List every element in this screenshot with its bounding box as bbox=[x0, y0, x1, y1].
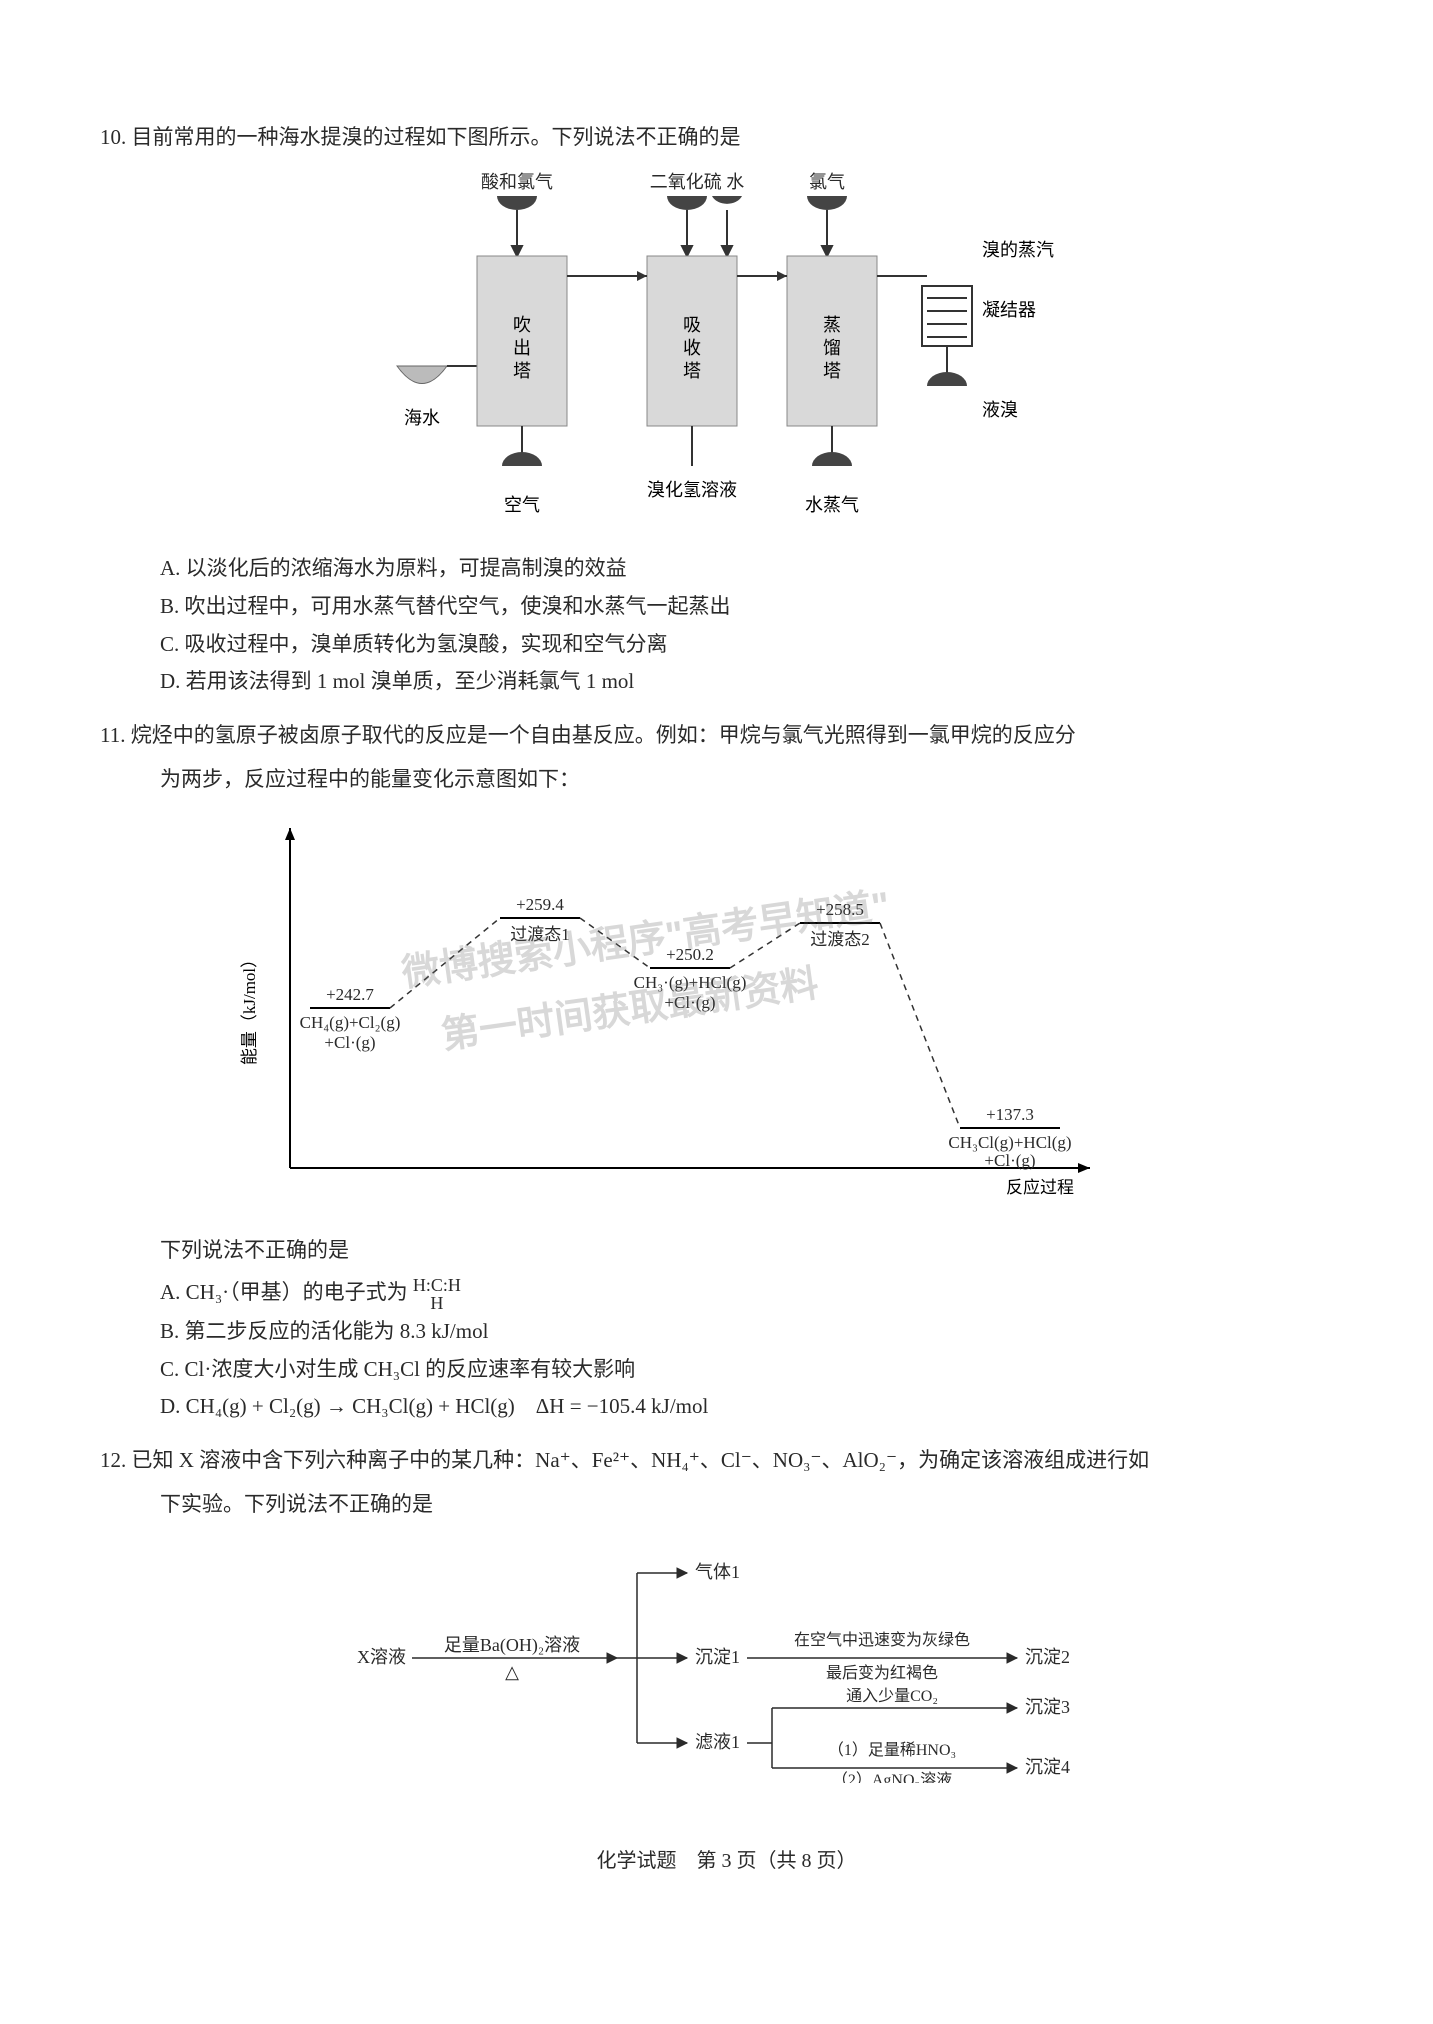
f-start: X溶液 bbox=[357, 1647, 406, 1667]
q10-optB: B. 吹出过程中，可用水蒸气替代空气，使溴和水蒸气一起蒸出 bbox=[160, 589, 1353, 625]
d10-bot3: 水蒸气 bbox=[805, 495, 859, 515]
q10-num: 10. bbox=[100, 125, 126, 149]
d10-cond: 凝结器 bbox=[982, 300, 1036, 320]
q11-optA-fbot: H bbox=[413, 1294, 461, 1312]
q12-text-b: 下实验。下列说法不正确的是 bbox=[160, 1487, 1353, 1523]
d10-tower1a: 吹 bbox=[513, 315, 531, 335]
q11-optA-pre: A. CH₃·（甲基）的电子式为 bbox=[160, 1280, 413, 1304]
f-step4b: （2）AgNO₃溶液 bbox=[831, 1771, 951, 1783]
q10-stem: 10. 目前常用的一种海水提溴的过程如下图所示。下列说法不正确的是 bbox=[100, 120, 1353, 156]
q11-p3-sp: 过渡态2 bbox=[810, 930, 870, 949]
f-step1b: △ bbox=[505, 1662, 519, 1682]
f-step3: 通入少量CO₂ bbox=[846, 1687, 938, 1705]
q11-ylabel: 能量（kJ/mol） bbox=[240, 950, 259, 1064]
svg-text:塔: 塔 bbox=[823, 361, 841, 381]
q11-chart: 能量（kJ/mol） 反应过程 +242.7 CH₄(g)+Cl₂(g) +Cl… bbox=[220, 808, 1120, 1220]
q10-diagram: 酸和氯气 二氧化硫 水 氯气 海水 吹 出 塔 吸 收 塔 蒸 馏 塔 溴的蒸汽… bbox=[367, 166, 1087, 538]
q12-num: 12. bbox=[100, 1448, 126, 1472]
svg-text:吸: 吸 bbox=[683, 315, 701, 335]
q11-lead: 下列说法不正确的是 bbox=[160, 1233, 1353, 1269]
page-footer: 化学试题 第 3 页（共 8 页） bbox=[100, 1844, 1353, 1878]
q11-p2-sp: CH₃·(g)+HCl(g) bbox=[634, 973, 747, 992]
svg-text:收: 收 bbox=[683, 338, 701, 358]
q11-p0-val: +242.7 bbox=[326, 985, 374, 1004]
svg-text:塔: 塔 bbox=[683, 361, 701, 381]
d10-top3: 氯气 bbox=[809, 172, 845, 192]
d10-vapor: 溴的蒸汽 bbox=[982, 240, 1054, 260]
f-note1t: 在空气中迅速变为灰绿色 bbox=[793, 1631, 969, 1649]
q11-p1-sp: 过渡态1 bbox=[510, 925, 570, 944]
q11-p4-sp: CH₃Cl(g)+HCl(g) bbox=[948, 1133, 1071, 1152]
f-ppt1: 沉淀1 bbox=[695, 1647, 740, 1667]
q11-p4-val: +137.3 bbox=[986, 1105, 1034, 1124]
q10-options: A. 以淡化后的浓缩海水为原料，可提高制溴的效益 B. 吹出过程中，可用水蒸气替… bbox=[160, 551, 1353, 700]
q11-p2-val: +250.2 bbox=[666, 945, 714, 964]
q11-optB: B. 第二步反应的活化能为 8.3 kJ/mol bbox=[160, 1314, 1353, 1350]
q11-p1-val: +259.4 bbox=[516, 895, 564, 914]
q11-optA: A. CH₃·（甲基）的电子式为 H:C:H H bbox=[160, 1275, 1353, 1312]
svg-text:出: 出 bbox=[513, 338, 531, 358]
d10-bot2: 溴化氢溶液 bbox=[647, 480, 737, 500]
q11-xlabel: 反应过程 bbox=[1006, 1178, 1074, 1197]
d10-top2: 二氧化硫 水 bbox=[649, 172, 744, 192]
q11-num: 11. bbox=[100, 723, 125, 747]
svg-text:塔: 塔 bbox=[513, 361, 531, 381]
f-gas1: 气体1 bbox=[695, 1562, 740, 1582]
q11-options: A. CH₃·（甲基）的电子式为 H:C:H H B. 第二步反应的活化能为 8… bbox=[160, 1275, 1353, 1425]
d10-seawater: 海水 bbox=[404, 408, 440, 428]
d10-liq: 液溴 bbox=[982, 400, 1018, 420]
q11-optC: C. Cl·浓度大小对生成 CH₃Cl 的反应速率有较大影响 bbox=[160, 1352, 1353, 1388]
q11-p3-val: +258.5 bbox=[816, 900, 864, 919]
q11-optA-ftop: H:C:H bbox=[413, 1276, 461, 1294]
q10-optD: D. 若用该法得到 1 mol 溴单质，至少消耗氯气 1 mol bbox=[160, 664, 1353, 700]
f-step4a: （1）足量稀HNO₃ bbox=[827, 1741, 955, 1759]
d10-top1: 酸和氯气 bbox=[481, 172, 553, 192]
q11-optD: D. CH₄(g) + Cl₂(g) → CH₃Cl(g) + HCl(g) Δ… bbox=[160, 1389, 1353, 1425]
q11-p0-sp2: +Cl·(g) bbox=[324, 1033, 375, 1052]
f-ppt4: 沉淀4 bbox=[1025, 1757, 1070, 1777]
svg-text:馏: 馏 bbox=[823, 338, 841, 358]
svg-text:蒸: 蒸 bbox=[823, 315, 841, 335]
q10-optA: A. 以淡化后的浓缩海水为原料，可提高制溴的效益 bbox=[160, 551, 1353, 587]
q11-p2-sp2: +Cl·(g) bbox=[664, 993, 715, 1012]
q11-stem: 11. 烷烃中的氢原子被卤原子取代的反应是一个自由基反应。例如：甲烷与氯气光照得… bbox=[100, 718, 1353, 754]
f-ppt3: 沉淀3 bbox=[1025, 1697, 1070, 1717]
q12-stem: 12. 已知 X 溶液中含下列六种离子中的某几种：Na⁺、Fe²⁺、NH₄⁺、C… bbox=[100, 1443, 1353, 1479]
q12-flow: X溶液 足量Ba(OH)₂溶液 △ 气体1 沉淀1 在空气中迅速变为灰绿色 最后… bbox=[317, 1533, 1137, 1795]
q12-text-a: 已知 X 溶液中含下列六种离子中的某几种：Na⁺、Fe²⁺、NH₄⁺、Cl⁻、N… bbox=[132, 1448, 1150, 1472]
q11-p0-sp: CH₄(g)+Cl₂(g) bbox=[300, 1013, 401, 1032]
f-filt1: 滤液1 bbox=[695, 1732, 740, 1752]
f-step1t: 足量Ba(OH)₂溶液 bbox=[443, 1635, 579, 1656]
q11-text-a: 烷烃中的氢原子被卤原子取代的反应是一个自由基反应。例如：甲烷与氯气光照得到一氯甲… bbox=[131, 723, 1076, 747]
q11-p4-sp2: +Cl·(g) bbox=[984, 1151, 1035, 1170]
q10-optC: C. 吸收过程中，溴单质转化为氢溴酸，实现和空气分离 bbox=[160, 627, 1353, 663]
q11-text-b: 为两步，反应过程中的能量变化示意图如下： bbox=[160, 762, 1353, 798]
d10-bot1: 空气 bbox=[504, 495, 540, 515]
f-ppt2: 沉淀2 bbox=[1025, 1647, 1070, 1667]
q10-text: 目前常用的一种海水提溴的过程如下图所示。下列说法不正确的是 bbox=[132, 125, 741, 149]
f-note1b: 最后变为红褐色 bbox=[825, 1664, 937, 1682]
